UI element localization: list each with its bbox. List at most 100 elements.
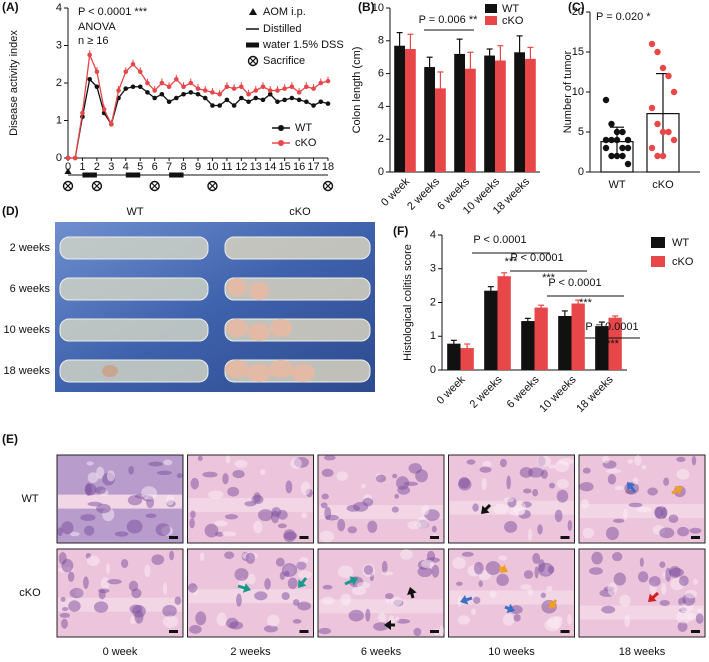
histology-image — [317, 454, 445, 544]
histology-texture — [145, 513, 157, 519]
column-label: WT — [126, 206, 143, 218]
histology-texture — [413, 627, 422, 637]
histology-texture — [106, 470, 115, 482]
histology-texture — [506, 475, 511, 490]
y-tick-label: 10 — [372, 2, 384, 14]
histology-texture — [548, 464, 556, 469]
histology-texture — [661, 507, 667, 519]
histology-texture — [216, 612, 227, 627]
histology-texture — [549, 482, 556, 489]
histology-texture — [120, 558, 129, 568]
data-point — [145, 90, 150, 95]
data-point — [602, 96, 610, 104]
histology-texture — [155, 523, 171, 537]
column-label: 18 weeks — [619, 646, 666, 658]
histology-texture — [165, 494, 175, 506]
histology-texture — [277, 523, 287, 529]
legend-label: cKO — [672, 256, 694, 268]
annotation-stars: *** — [606, 338, 620, 350]
panel-label: (B) — [358, 0, 375, 14]
colon-photo — [224, 277, 371, 301]
x-tick-label: 14 — [264, 161, 276, 173]
data-point — [195, 86, 201, 91]
tumor — [248, 323, 270, 341]
histology-texture — [676, 468, 690, 480]
histology-texture — [606, 526, 619, 541]
histology-texture — [601, 605, 616, 614]
x-tick-label: 2 weeks — [468, 373, 505, 410]
legend-label: AOM i.p. — [263, 6, 306, 18]
histology-texture — [300, 481, 311, 496]
y-tick-label: 6 — [378, 68, 384, 80]
histology-texture — [385, 593, 394, 600]
histology-texture — [253, 492, 261, 503]
y-tick-label: 2 — [430, 296, 436, 308]
legend-symbol — [249, 8, 257, 15]
histology-texture — [246, 573, 256, 585]
data-point — [619, 144, 626, 152]
histology-texture — [83, 525, 95, 536]
bar — [525, 58, 536, 173]
data-point — [608, 120, 615, 128]
data-point — [202, 88, 208, 93]
histology-texture — [496, 573, 509, 587]
histology-texture — [588, 567, 603, 575]
annotation: P < 0.0001 — [473, 234, 526, 246]
histology-texture — [365, 608, 371, 622]
data-point — [152, 88, 157, 93]
data-point — [296, 97, 302, 103]
histology-texture — [439, 625, 444, 637]
histology-texture — [689, 527, 702, 534]
histology-texture — [390, 596, 403, 607]
bar — [514, 52, 525, 172]
data-point — [231, 86, 237, 91]
histology-texture — [399, 549, 413, 560]
histology-texture — [69, 587, 84, 599]
column-label: 6 weeks — [361, 646, 402, 658]
data-point — [123, 69, 129, 75]
histology-texture — [481, 477, 487, 491]
x-tick-label: 12 — [235, 161, 247, 173]
histology-texture — [677, 526, 690, 537]
arrow-head — [298, 579, 307, 588]
y-tick-label: 2 — [56, 77, 62, 89]
y-tick-label: 0 — [56, 152, 62, 164]
histology-texture — [639, 557, 644, 567]
histology-texture — [534, 566, 539, 579]
data-point — [670, 136, 678, 144]
data-point — [624, 160, 632, 168]
histology-texture — [325, 514, 339, 521]
histology-texture — [80, 514, 96, 522]
row-label: 18 weeks — [4, 365, 51, 377]
histology-texture — [554, 460, 570, 473]
histology-texture — [556, 478, 569, 489]
tumor — [226, 319, 248, 337]
scale-bar — [169, 536, 178, 539]
histology-texture — [174, 596, 182, 605]
histology-texture — [321, 468, 334, 478]
x-tick-label: 13 — [250, 161, 262, 173]
scale-bar — [430, 630, 439, 633]
histology-texture — [661, 582, 667, 596]
y-tick-label: 2 — [378, 133, 384, 145]
histology-texture — [96, 466, 105, 479]
histology-texture — [208, 490, 224, 500]
histology-texture — [351, 586, 367, 596]
histology-texture — [473, 596, 481, 604]
histology-texture — [236, 593, 242, 607]
histology-texture — [227, 486, 240, 497]
histology-texture — [635, 506, 652, 513]
histology-texture — [69, 531, 80, 537]
histology-texture — [245, 552, 256, 564]
x-tick-label: 4 — [123, 161, 129, 173]
bar — [495, 60, 506, 173]
histology-texture — [613, 572, 626, 586]
annotation: P = 0.020 * — [596, 11, 651, 23]
histology-texture — [87, 472, 99, 483]
histology-texture — [613, 518, 625, 523]
histology-texture — [232, 469, 245, 479]
histology-texture — [556, 489, 569, 503]
data-point — [648, 144, 656, 152]
histology-texture — [523, 570, 534, 579]
